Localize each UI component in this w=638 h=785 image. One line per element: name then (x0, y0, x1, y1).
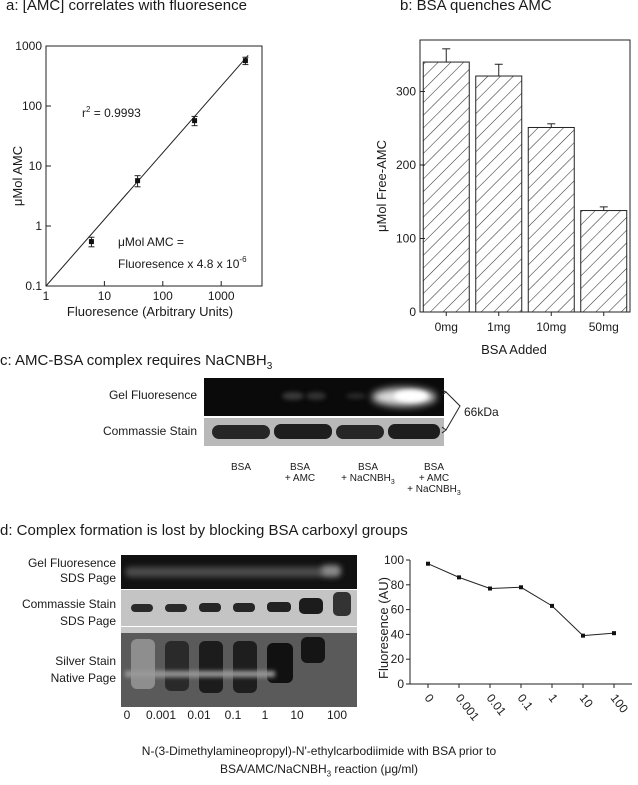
panel-b-frame (419, 39, 631, 313)
panel-b-y-tick-label: 200 (396, 158, 416, 172)
panel-d-y-tick-label: 0 (397, 677, 404, 691)
panel-d-y-tick-label: 100 (384, 553, 404, 567)
panel-c-commassie-gel (204, 418, 444, 446)
panel-d-y-label: Fluoresence (AU) (376, 577, 391, 679)
panel-d-x-tick-label: 0 (422, 691, 437, 705)
panel-a-x-tick-label: 100 (153, 289, 173, 303)
panel-b-x-tick-label: 10mg (536, 320, 566, 334)
panel-a-y-tick-label: 1000 (15, 39, 42, 53)
panel-d-x-tick-label: 0.1 (515, 691, 537, 713)
panel-a-y-tick-label: 100 (22, 99, 42, 113)
panel-a-y-label: μMol AMC (10, 146, 25, 206)
panel-c-bracket (441, 389, 461, 434)
panel-b-x-tick-label: 50mg (589, 320, 619, 334)
panel-d-row2-label: Commassie Stain SDS Page (21, 597, 116, 628)
panel-a-equation-line2: Fluoresence x 4.8 x 10-6 (118, 255, 247, 271)
panel-d-x-tick-label: 100 (608, 691, 632, 716)
panel-a-fit (45, 54, 249, 287)
panel-d-dose-label: 10 (290, 708, 304, 722)
panel-d-dose-label: 0.001 (145, 708, 177, 722)
panel-a-point (135, 178, 141, 184)
panel-d-x-tick-label: 0.001 (453, 691, 483, 724)
panel-b-ticks: 0 100 200 300 0mg 1mg 10mg 50mg (396, 84, 619, 334)
panel-d-row1-label: Gel Fluoresence SDS Page (27, 556, 116, 585)
panel-d-commassie-gel (121, 590, 357, 626)
panel-b-axes (419, 39, 631, 313)
panel-d-row3-label: Silver Stain Native Page (50, 654, 116, 685)
panel-d-point (519, 585, 523, 590)
panel-b-y-label: μMol Free-AMC (374, 140, 389, 232)
panel-b-title: b: BSA quenches AMC (400, 0, 552, 14)
panel-d-point (612, 631, 616, 636)
panel-b-chart: 0 100 200 300 0mg 1mg 10mg 50mg BSA Added μMol … (374, 39, 631, 357)
panel-d-dose-label: 0.1 (224, 708, 242, 722)
panel-b-bars (422, 48, 628, 313)
panel-b-y-tick-label: 300 (396, 84, 416, 98)
panel-d-silver-gel (121, 627, 357, 707)
panel-c-lane-label: BSA (230, 462, 251, 473)
panel-d-dose-label: 1 (261, 708, 269, 722)
panel-a-x-tick-label: 1000 (208, 289, 235, 303)
panel-a-y-tick-label: 1 (35, 219, 42, 233)
panel-b-x-tick-label: 1mg (487, 320, 510, 334)
panel-d-title: d: Complex formation is lost by blocking… (0, 522, 408, 539)
panel-d-point (426, 561, 430, 566)
panel-c-title: c: AMC-BSA complex requires NaCNBH3 (0, 352, 273, 372)
panel-a-title: a: [AMC] correlates with fluoresence (6, 0, 247, 14)
panel-d-line (426, 561, 616, 638)
panel-b-bar (475, 75, 523, 313)
panel-a-fit-line (45, 54, 249, 287)
panel-d-x-tick-label: 10 (577, 691, 596, 710)
panel-d-point (488, 586, 492, 591)
panel-d-y-tick-label: 40 (391, 627, 405, 641)
panel-c-size-label: 66kDa (464, 405, 499, 419)
panel-c-lane-label: BSA + NaCNBH3 (341, 462, 395, 486)
panel-a-x-tick-label: 1 (43, 289, 50, 303)
panel-d-point (457, 575, 461, 580)
panel-b-y-tick-label: 100 (396, 231, 416, 245)
panel-a-r2: r2 = 0.9993 (82, 105, 141, 120)
panel-d-axes (409, 560, 632, 685)
panel-b-x-tick-label: 0mg (435, 320, 458, 334)
panel-a-x-label: Fluoresence (Arbitrary Units) (67, 304, 233, 319)
panel-a-points (88, 56, 249, 248)
panel-a-y-tick-label: 0.1 (25, 279, 42, 293)
panel-d-y-tick-label: 80 (391, 578, 405, 592)
panel-b-bar (527, 126, 575, 313)
panel-d-dose-label: 0 (123, 708, 131, 722)
panel-c-lane-label: BSA + AMC + NaCNBH3 (407, 462, 461, 497)
panel-a-equation-line1: μMol AMC = (118, 235, 184, 249)
panel-d-chart: 0 20 40 60 80 100 0 0.001 0.01 0.1 1 10 100 Fluorese… (376, 553, 632, 724)
panel-d-caption: N-(3-Dimethylamineopropyl)-N'-ethylcarbo… (141, 744, 497, 779)
panel-a-point (88, 239, 94, 245)
panel-b-y-tick-label: 0 (409, 305, 416, 319)
panel-b-bar (580, 210, 628, 313)
panel-d-point (581, 633, 585, 638)
panel-a-y-tick-label: 10 (29, 159, 43, 173)
panel-d-y-tick-label: 60 (391, 603, 405, 617)
panel-c-fluorescence-gel (204, 378, 444, 416)
panel-a-point (242, 58, 248, 64)
panel-d-point (550, 603, 554, 608)
panel-c-row-gel-label: Gel Fluoresence (108, 388, 197, 402)
panel-d-series-line (427, 563, 615, 637)
panel-d-dose-label: 100 (326, 708, 348, 722)
panel-c-lane-label: BSA + AMC (284, 462, 316, 484)
panel-d-x-tick-label: 1 (546, 691, 561, 705)
panel-a-frame (45, 45, 263, 287)
panel-a-axes (45, 45, 263, 287)
panel-d-ticks: 0 20 40 60 80 100 0 0.001 0.01 0.1 1 10 100 (384, 553, 631, 724)
panel-a-x-tick-label: 10 (98, 289, 112, 303)
panel-d-x-tick-label: 0.01 (484, 691, 510, 718)
panel-b-bar (422, 61, 470, 313)
panel-d-y-tick-label: 20 (391, 652, 405, 666)
panel-d-dose-label: 0.01 (187, 708, 211, 722)
panel-d-fluorescence-gel (121, 555, 357, 589)
panel-a-point (192, 118, 198, 124)
panel-c-row-stain-label: Commassie Stain (102, 424, 197, 438)
panel-b-x-label: BSA Added (481, 342, 547, 357)
